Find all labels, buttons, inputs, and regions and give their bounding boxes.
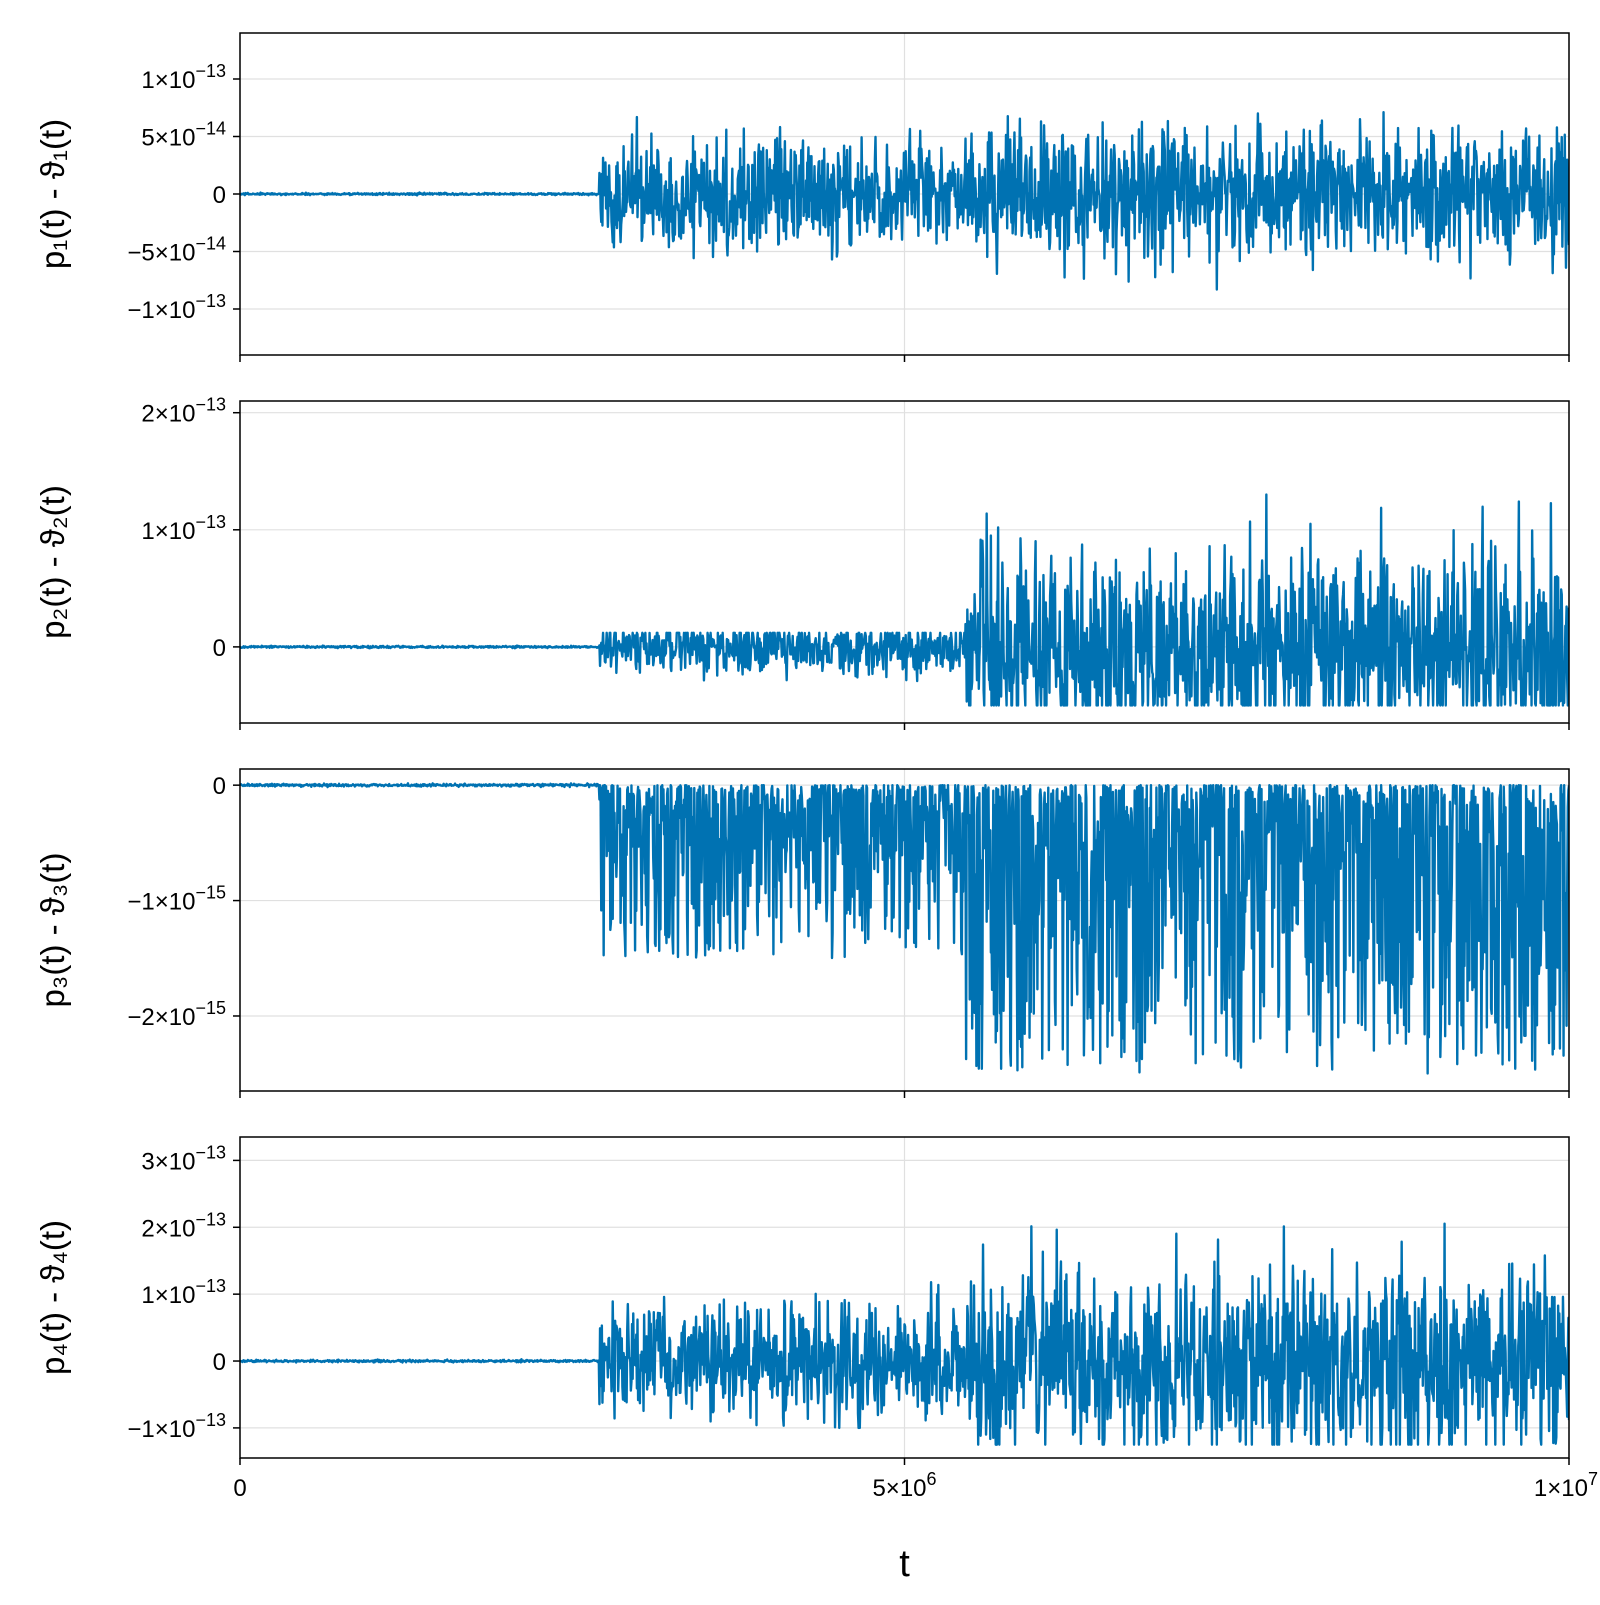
series-line bbox=[240, 493, 1569, 707]
y-tick-label: 2×10−13 bbox=[141, 1209, 226, 1242]
y-tick-label: 3×10−13 bbox=[141, 1142, 226, 1175]
y-tick-label: −5×10−14 bbox=[127, 234, 226, 267]
panel-4: 3×10−13 2×10−13 1×10−13 0 −1×10−13 p₄(t) - ϑ₄… bbox=[34, 1136, 1570, 1465]
y-axis-label: p₂(t) - ϑ₂(t) bbox=[34, 485, 71, 639]
x-tick-label: 1×107 bbox=[1534, 1469, 1598, 1502]
y-tick-label: 1×10−13 bbox=[141, 1276, 226, 1309]
x-tick-label: 5×106 bbox=[872, 1469, 936, 1502]
y-tick-label: 0 bbox=[213, 182, 226, 209]
series-line bbox=[240, 782, 1569, 1075]
y-axis-label: p₃(t) - ϑ₃(t) bbox=[34, 853, 71, 1008]
series-line bbox=[240, 111, 1569, 291]
y-axis-label: p₁(t) - ϑ₁(t) bbox=[34, 119, 71, 269]
x-axis-label: t bbox=[899, 1543, 910, 1585]
y-tick-label: 0 bbox=[213, 773, 226, 800]
y-tick-label: 1×10−13 bbox=[141, 61, 226, 94]
y-tick-label: 0 bbox=[213, 635, 226, 662]
y-axis-label: p₄(t) - ϑ₄(t) bbox=[34, 1220, 71, 1375]
y-tick-label: 0 bbox=[213, 1349, 226, 1376]
series-line bbox=[240, 1222, 1569, 1446]
y-tick-label: 1×10−13 bbox=[141, 512, 226, 545]
panel-2: 2×10−13 1×10−13 0 p₂(t) - ϑ₂(t) bbox=[34, 395, 1570, 730]
y-tick-label: −1×10−13 bbox=[127, 1410, 226, 1443]
y-tick-label: −2×10−15 bbox=[127, 998, 226, 1031]
panel-3: 0 −1×10−15 −2×10−15 p₃(t) - ϑ₃(t) bbox=[34, 768, 1570, 1098]
y-tick-label: −1×10−13 bbox=[127, 291, 226, 324]
y-tick-label: 2×10−13 bbox=[141, 395, 226, 428]
x-tick-label: 0 bbox=[233, 1475, 246, 1502]
y-tick-label: 5×10−14 bbox=[141, 119, 226, 152]
y-tick-label: −1×10−15 bbox=[127, 883, 226, 916]
panel-1: 1×10−13 5×10−14 0 −5×10−14 −1×10−13 p₁(t) - ϑ… bbox=[34, 32, 1570, 362]
x-axis: 0 5×106 1×107 t bbox=[233, 1469, 1598, 1585]
